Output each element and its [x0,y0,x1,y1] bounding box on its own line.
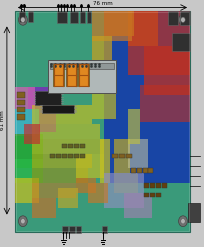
Bar [16,12,189,231]
Text: 76 mm: 76 mm [93,1,112,6]
Bar [48,60,116,94]
Bar [50,63,114,69]
Bar [62,226,68,233]
Bar [180,11,190,25]
Bar [188,203,200,223]
Bar [32,139,104,154]
Bar [74,154,79,158]
Bar [58,188,78,208]
Bar [87,11,91,23]
Bar [57,11,67,23]
Bar [137,168,142,173]
Bar [172,33,190,50]
Circle shape [181,17,185,22]
Bar [156,193,161,197]
Bar [56,154,61,158]
Bar [128,11,158,46]
Bar [32,154,92,168]
Bar [92,70,116,119]
Circle shape [19,216,27,226]
Bar [28,11,33,22]
Bar [17,100,24,105]
Bar [143,168,148,173]
Bar [15,11,190,232]
Bar [80,144,85,148]
Bar [62,154,67,158]
Bar [17,107,24,112]
Bar [19,11,25,22]
Bar [17,92,24,98]
Bar [24,124,40,144]
Bar [66,64,77,86]
Circle shape [21,17,25,22]
Bar [76,154,104,178]
Bar [76,178,96,193]
Bar [78,64,89,86]
Bar [35,91,61,104]
Bar [68,144,73,148]
Circle shape [19,14,27,25]
Bar [102,226,107,233]
Bar [119,154,125,158]
Bar [124,193,152,218]
Bar [104,173,144,208]
Bar [15,109,39,134]
Bar [62,144,67,148]
Bar [126,154,132,158]
Bar [68,154,73,158]
Circle shape [178,14,187,25]
Bar [150,183,155,187]
Bar [50,154,55,158]
Bar [80,154,85,158]
Bar [162,183,167,187]
Bar [114,173,138,193]
Bar [104,11,134,36]
Bar [92,11,132,41]
Bar [32,183,76,198]
Circle shape [181,219,185,224]
Circle shape [178,216,187,226]
Bar [128,139,148,168]
Bar [100,139,110,183]
Bar [15,134,43,168]
Bar [88,183,108,203]
Bar [76,226,81,233]
Bar [53,64,64,86]
Bar [140,85,190,122]
Bar [15,87,35,137]
Bar [32,124,100,139]
Bar [70,11,78,23]
Bar [74,144,79,148]
Bar [32,104,92,124]
Bar [148,168,153,173]
Bar [128,11,190,75]
Bar [104,11,190,183]
Bar [168,11,178,25]
Bar [156,183,161,187]
Bar [80,11,85,23]
Bar [144,46,190,95]
Bar [144,193,149,197]
Bar [112,154,118,158]
Bar [15,159,43,183]
Bar [17,114,24,120]
Bar [28,87,56,132]
Bar [92,36,112,80]
Bar [32,168,88,183]
Bar [114,139,130,173]
Bar [128,109,140,144]
Bar [144,183,149,187]
Bar [32,198,56,218]
Bar [131,168,136,173]
Bar [15,178,39,203]
Bar [150,193,155,197]
Text: 61 mm: 61 mm [0,111,5,130]
Circle shape [21,219,25,224]
Bar [42,104,74,113]
Bar [69,226,75,233]
